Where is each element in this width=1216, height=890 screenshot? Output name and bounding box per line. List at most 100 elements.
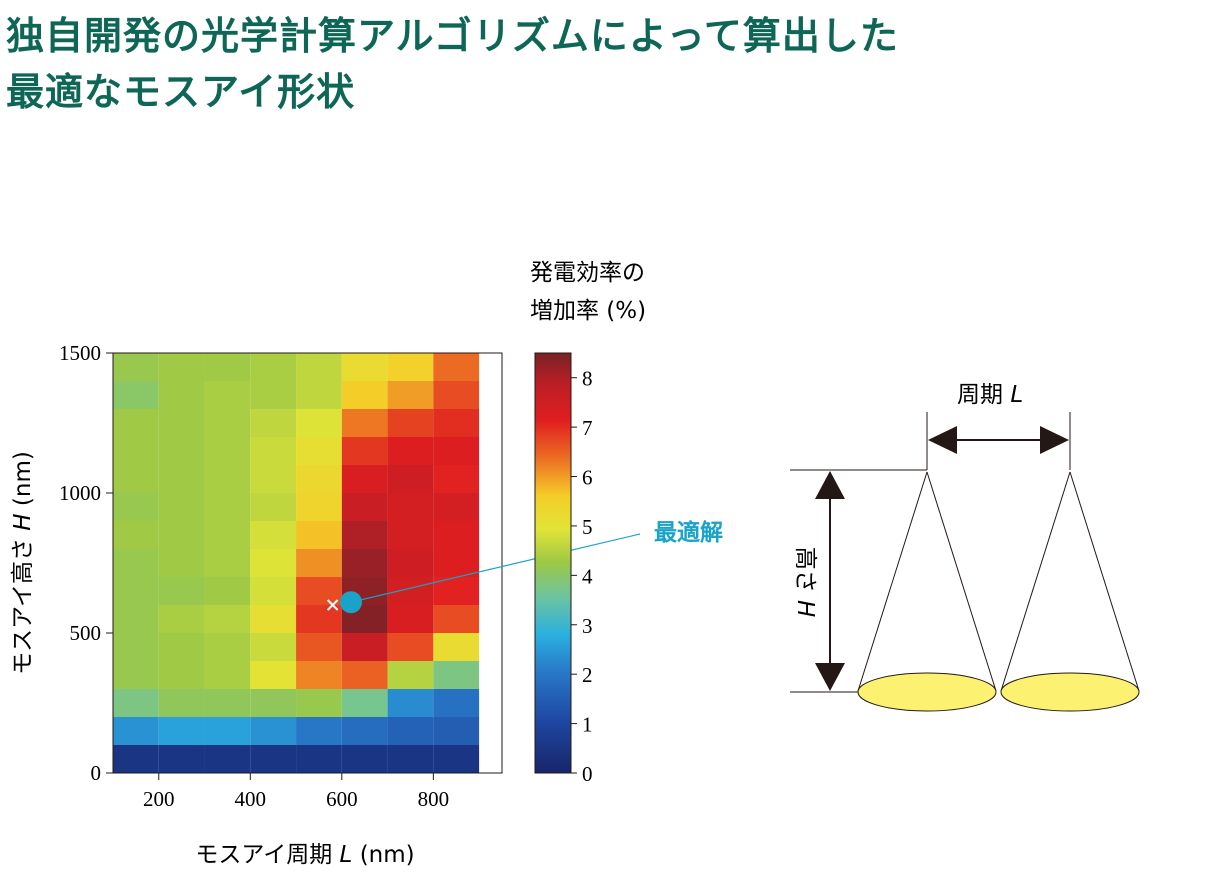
y-axis-title: モスアイ高さ H (nm)	[10, 451, 36, 675]
heatmap-cell	[387, 409, 434, 437]
heading-line-2: 最適なモスアイ形状	[6, 70, 356, 114]
colorbar-tick-label: 6	[582, 466, 593, 490]
optimum-annotation	[326, 533, 641, 614]
heatmap-cell	[204, 633, 251, 661]
heatmap-cell	[433, 521, 480, 549]
heatmap-cell	[113, 437, 159, 465]
heatmap-cell	[158, 633, 205, 661]
heatmap-cell	[341, 689, 388, 717]
x-axis-title-var: L	[340, 842, 353, 868]
y-axis-title-var: H	[10, 513, 36, 530]
heatmap-cell	[296, 381, 342, 409]
heatmap-cell	[433, 577, 480, 605]
optimum-label: 最適解	[654, 519, 723, 546]
heatmap-cell	[296, 521, 342, 549]
heatmap-cell	[296, 689, 342, 717]
colorbar-title-line-2: 増加率 (%)	[530, 298, 646, 324]
heatmap-cell	[433, 549, 480, 577]
cone-left-edge-1	[857, 471, 928, 692]
heatmap-cell	[113, 521, 159, 549]
y-tick-label: 1500	[59, 341, 101, 365]
heatmap-cell	[433, 689, 480, 717]
heatmap-cell	[250, 661, 297, 689]
heatmap-cell	[341, 493, 388, 521]
colorbar-ticks: 0 1 2 3 4 5 6 7 8	[571, 367, 593, 786]
heatmap-cell	[387, 745, 434, 773]
heatmap-cell	[341, 437, 388, 465]
heatmap-cell	[433, 633, 480, 661]
heatmap-cell	[204, 745, 251, 773]
heatmap-cell	[296, 577, 342, 605]
y-axis: 0 500 1000 1500	[59, 341, 113, 785]
heatmap-cell	[158, 353, 205, 381]
heatmap-cell	[158, 409, 205, 437]
heatmap-cell	[158, 381, 205, 409]
heatmap-cell	[341, 717, 388, 745]
heatmap-cell	[113, 633, 159, 661]
heatmap-cell	[250, 717, 297, 745]
heatmap-cell	[433, 465, 480, 493]
heatmap-cell	[204, 353, 251, 381]
plot-frame	[112, 352, 503, 774]
heatmap-cell	[341, 381, 388, 409]
y-tick-label: 1000	[59, 481, 101, 505]
heatmap-cell	[250, 633, 297, 661]
heatmap-cell	[158, 605, 205, 633]
heatmap-cell	[341, 745, 388, 773]
heatmap-cell	[158, 521, 205, 549]
y-tick-label: 0	[91, 761, 102, 785]
colorbar-tick-label: 8	[582, 367, 593, 391]
heatmap-cell	[204, 437, 251, 465]
heatmap-cell	[387, 521, 434, 549]
heatmap-cell	[433, 661, 480, 689]
heatmap-cell	[296, 409, 342, 437]
height-arrow-top-head	[815, 471, 845, 499]
heatmap-cell	[387, 353, 434, 381]
heatmap-cell	[296, 661, 342, 689]
heatmap-cell	[158, 493, 205, 521]
heatmap-cell	[341, 353, 388, 381]
heatmap-cell	[387, 381, 434, 409]
heatmap-cell	[296, 717, 342, 745]
heatmap-cell	[158, 577, 205, 605]
cone-right-edge-2	[1069, 471, 1140, 692]
heatmap-cell	[158, 549, 205, 577]
colorbar-tick-label: 5	[582, 515, 593, 539]
height-label-prefix: 高さ	[792, 547, 818, 593]
heatmap-cell	[296, 465, 342, 493]
heatmap-cell	[433, 493, 480, 521]
heatmap-cell	[250, 689, 297, 717]
y-tick-label: 500	[70, 621, 102, 645]
colorbar-title-line-1: 発電効率の	[530, 260, 645, 286]
heatmap-cell	[433, 353, 480, 381]
heatmap-cell	[433, 437, 480, 465]
heatmap-cell	[250, 353, 297, 381]
heatmap-cell	[387, 605, 434, 633]
page-heading: 独自開発の光学計算アルゴリズムによって算出した 最適なモスアイ形状	[6, 8, 899, 120]
period-label-prefix: 周期	[957, 382, 1003, 408]
x-tick-label: 400	[235, 787, 267, 811]
heatmap-cell	[204, 521, 251, 549]
heatmap-cell	[250, 521, 297, 549]
period-arrow-right-head	[1040, 426, 1069, 454]
colorbar-tick-label: 4	[582, 564, 593, 588]
heatmap-cell	[158, 717, 205, 745]
y-axis-title-prefix: モスアイ高さ	[10, 538, 36, 675]
heatmap-cell	[387, 549, 434, 577]
height-label-var: H	[792, 600, 818, 617]
heading-line-1: 独自開発の光学計算アルゴリズムによって算出した	[6, 14, 899, 58]
heatmap-cell	[296, 437, 342, 465]
period-label-var: L	[1010, 382, 1023, 408]
heatmap-cell	[387, 661, 434, 689]
heatmap-cell	[113, 409, 159, 437]
x-tick-label: 800	[418, 787, 450, 811]
x-axis-title-unit: (nm)	[360, 842, 415, 868]
heatmap-cell	[387, 633, 434, 661]
optimum-leader-line	[350, 533, 641, 603]
heatmap-cell	[158, 689, 205, 717]
heatmap-cell	[387, 577, 434, 605]
heatmap-cell	[296, 493, 342, 521]
heatmap-cell	[387, 717, 434, 745]
heatmap-cell	[341, 409, 388, 437]
